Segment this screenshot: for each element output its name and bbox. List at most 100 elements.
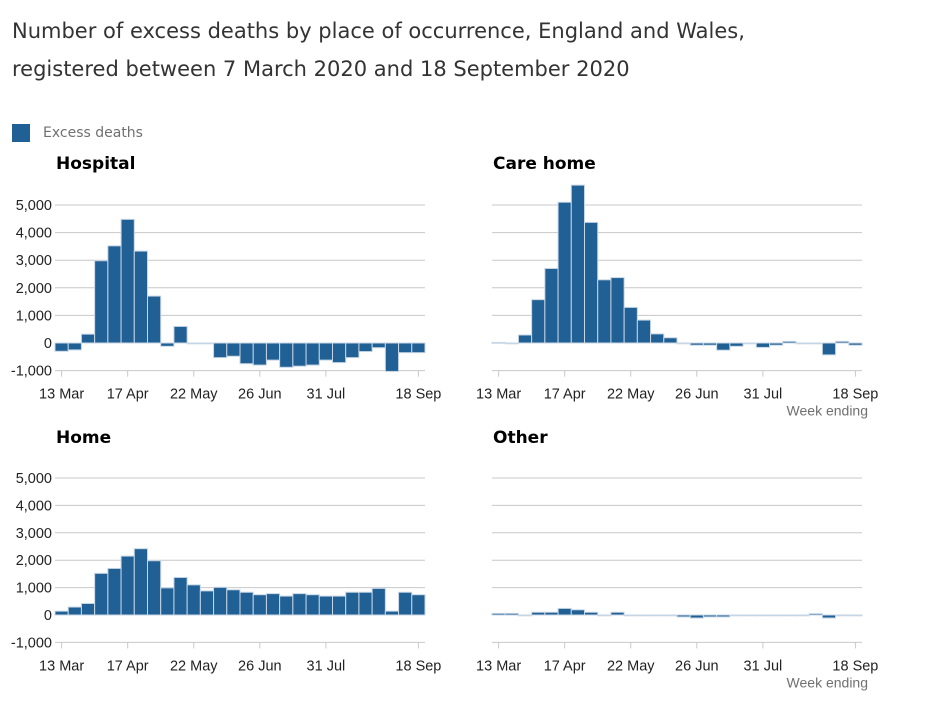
bar	[491, 341, 506, 344]
x-tick-label: 22 May	[170, 387, 218, 403]
bar	[650, 614, 665, 617]
bar	[584, 611, 599, 616]
x-tick-label: 17 Apr	[107, 658, 149, 674]
bar	[265, 593, 281, 616]
bar	[623, 306, 638, 344]
bar	[239, 342, 254, 365]
y-tick-label: 3,000	[16, 253, 52, 269]
bar	[755, 614, 770, 617]
y-tick-label: 2,000	[16, 553, 52, 569]
x-tick-label: 22 May	[607, 387, 655, 403]
bar	[517, 334, 533, 344]
bar	[795, 342, 810, 345]
y-tick-label: 4,000	[16, 226, 52, 242]
bar	[517, 614, 533, 617]
y-tick-label: -1,000	[11, 635, 52, 651]
bar	[94, 572, 109, 616]
bar	[676, 342, 691, 345]
bar	[504, 342, 519, 345]
bar	[94, 260, 109, 344]
x-tick-label: 31 Jul	[307, 658, 346, 674]
bar	[226, 589, 241, 616]
bar	[821, 614, 837, 619]
bar	[808, 342, 823, 345]
panel-home: Home 5,000 4,000 3,000 2,000 1,000 0 -1,000 13 M…	[11, 428, 442, 674]
bar	[160, 342, 175, 347]
bar	[663, 337, 678, 344]
x-tick-label: 26 Jun	[675, 387, 719, 403]
title-line-1: Number of excess deaths by place of occu…	[12, 19, 745, 43]
bar	[729, 614, 744, 617]
bar	[636, 614, 652, 617]
bar	[597, 614, 612, 617]
panel-hospital: Hospital 5,000 4,000 3,000 2,000 1,000 0 -1,000…	[11, 154, 442, 403]
bar	[133, 548, 149, 616]
chart-title: Number of excess deaths by place of occu…	[12, 12, 745, 88]
bar	[345, 591, 360, 616]
x-tick-label: 17 Apr	[544, 387, 586, 403]
x-axis-label: Week ending	[787, 403, 868, 419]
bar	[557, 607, 572, 616]
bar	[80, 602, 96, 616]
panel-care-home: Care home 13 Mar 17 Apr 22 May 26 Jun 31 Jul 1…	[476, 154, 878, 419]
panel-other: Other 13 Mar 17 Apr 22 May 26 Jun 31 Jul 18 Se…	[476, 428, 878, 690]
bar	[213, 342, 228, 359]
panel-title: Home	[56, 428, 111, 448]
bar	[544, 611, 559, 616]
x-tick-label: 26 Jun	[675, 658, 719, 674]
bar	[384, 342, 400, 372]
bar	[663, 614, 678, 617]
legend: Excess deaths	[12, 124, 143, 142]
bar	[213, 586, 228, 616]
bar	[835, 614, 850, 617]
bar	[702, 342, 718, 346]
bar	[80, 333, 96, 344]
x-tick-label: 31 Jul	[744, 387, 783, 403]
bar	[358, 591, 373, 616]
y-tick-label: 0	[44, 608, 52, 624]
bar	[610, 611, 625, 616]
x-tick-label: 26 Jun	[238, 658, 282, 674]
bar	[120, 555, 135, 616]
bar	[107, 245, 122, 344]
bar	[173, 576, 188, 616]
bar	[332, 342, 347, 364]
x-tick-label: 13 Mar	[39, 658, 84, 674]
bar	[689, 614, 704, 619]
bar	[491, 612, 506, 616]
bar	[848, 342, 863, 346]
bar	[557, 201, 572, 344]
bar	[292, 342, 307, 367]
y-tick-label: 1,000	[16, 581, 52, 597]
bar	[107, 567, 122, 616]
bar	[67, 606, 82, 616]
panel-title: Hospital	[56, 154, 135, 174]
bar	[610, 277, 625, 344]
bar	[584, 221, 599, 344]
bar	[305, 342, 320, 366]
bar	[279, 342, 294, 368]
x-tick-label: 22 May	[170, 658, 218, 674]
bar	[252, 594, 267, 616]
x-tick-label: 13 Mar	[476, 387, 521, 403]
y-tick-label: 2,000	[16, 281, 52, 297]
bar	[265, 342, 281, 361]
bar	[54, 610, 69, 616]
y-tick-label: 0	[44, 336, 52, 352]
y-tick-label: 4,000	[16, 498, 52, 514]
bar	[531, 299, 546, 344]
bar	[226, 342, 241, 357]
bar	[570, 609, 585, 616]
bar	[199, 342, 215, 345]
bar	[597, 279, 612, 344]
title-line-2: registered between 7 March 2020 and 18 S…	[12, 57, 630, 81]
bar	[147, 295, 162, 344]
bar	[755, 342, 770, 348]
bar	[305, 594, 320, 616]
x-tick-label: 17 Apr	[544, 658, 586, 674]
bar	[544, 267, 559, 344]
bar	[716, 614, 731, 618]
bar	[186, 584, 201, 616]
bar	[702, 614, 718, 618]
